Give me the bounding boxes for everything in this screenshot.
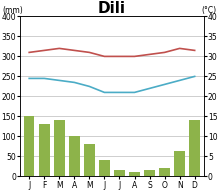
Title: Dili: Dili: [98, 1, 126, 16]
Text: (mm): (mm): [2, 6, 23, 15]
Bar: [114, 170, 125, 176]
Bar: [129, 172, 140, 176]
Bar: [54, 120, 65, 176]
Bar: [159, 168, 170, 176]
Bar: [189, 120, 200, 176]
Bar: [84, 144, 95, 176]
Bar: [99, 160, 110, 176]
Bar: [39, 124, 49, 176]
Bar: [69, 136, 79, 176]
Bar: [144, 170, 155, 176]
Bar: [24, 117, 34, 176]
Text: (°C): (°C): [202, 6, 217, 15]
Bar: [174, 151, 185, 176]
